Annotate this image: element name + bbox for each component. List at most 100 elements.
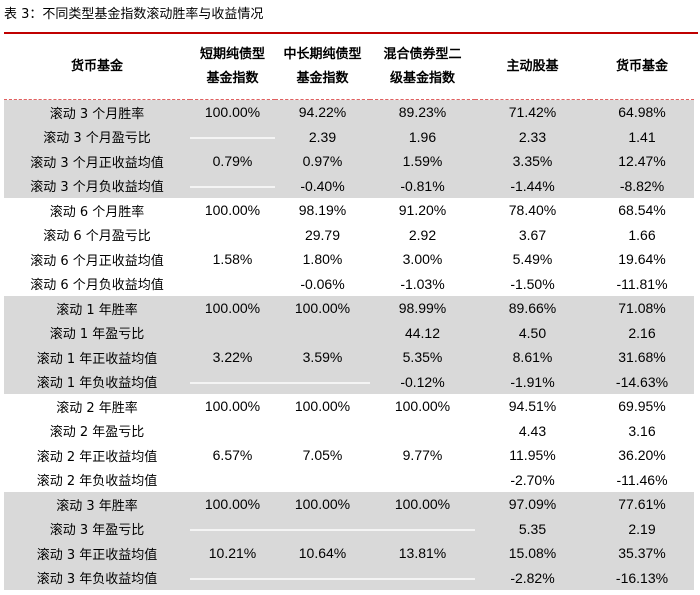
table-row: 滚动 1 年负收益均值 -0.12% -1.91% -14.63% — [4, 369, 694, 394]
table-cell: 2.39 — [275, 124, 370, 149]
table-cell: 0.79% — [190, 149, 275, 174]
table-row: 滚动 3 年正收益均值 10.21% 10.64% 13.81% 15.08% 35.37… — [4, 541, 694, 566]
table-cell: 13.81% — [370, 541, 475, 566]
table-cell: 19.64% — [618, 251, 666, 268]
table-row: 滚动 1 年正收益均值 3.22% 3.59% 5.35% 8.61% 31.68% — [4, 345, 694, 370]
header-row: 货币基金 短期纯债型基金指数 中长期纯债型基金指数 混合债券型二级基金指数 主动股基 货币… — [4, 34, 694, 100]
table-cell — [370, 468, 475, 493]
row-label: 滚动 3 个月胜率 — [4, 99, 190, 125]
table-cell: 71.42% — [475, 99, 590, 125]
table-row: 滚动 6 个月负收益均值 -0.06% -1.03% -1.50% -11.81% — [4, 272, 694, 297]
table-cell — [370, 565, 475, 590]
table-cell: 36.20% — [618, 447, 666, 464]
table-cell: 12.47% — [590, 149, 694, 174]
table-cell: 91.20% — [398, 202, 447, 219]
table-cell — [190, 468, 275, 493]
table-cell: 94.51% — [508, 398, 557, 415]
table-cell: 5.35% — [370, 345, 475, 370]
table-cell: -1.91% — [475, 369, 590, 394]
table-cell: 44.12 — [370, 320, 475, 345]
row-label: 滚动 3 个月正收益均值 — [4, 149, 190, 174]
table-row: 滚动 6 个月正收益均值 1.58% 1.80% 3.00% 5.49% 19.64% — [4, 247, 694, 272]
table-row: 滚动 1 年胜率 100.00% 100.00% 98.99% 89.66% 71.08% — [4, 296, 694, 321]
table-cell: -8.82% — [590, 173, 694, 198]
table-cell: 7.05% — [302, 447, 343, 464]
table-cell: 100.00% — [370, 492, 475, 517]
row-label: 滚动 3 年盈亏比 — [4, 516, 190, 541]
table-cell: 2.33 — [475, 124, 590, 149]
table-cell — [190, 320, 275, 345]
table-row: 滚动 3 年负收益均值 -2.82% -16.13% — [4, 565, 694, 590]
row-label: 滚动 6 个月胜率 — [49, 204, 145, 220]
table-row: 滚动 2 年胜率 100.00% 100.00% 100.00% 94.51% 69.95… — [4, 394, 694, 419]
table-cell: -1.50% — [510, 275, 555, 292]
row-label: 滚动 1 年盈亏比 — [4, 320, 190, 345]
table-cell: -0.40% — [275, 173, 370, 198]
table-cell: 4.43 — [518, 422, 547, 439]
table-cell: 100.00% — [204, 398, 261, 415]
table-title: 表 3：不同类型基金指数滚动胜率与收益情况 — [4, 7, 264, 22]
table-row: 滚动 6 个月盈亏比 29.79 2.92 3.67 1.66 — [4, 223, 694, 248]
table-row: 滚动 2 年负收益均值 -2.70% -11.46% — [4, 468, 694, 493]
table-row: 滚动 3 个月负收益均值 -0.40% -0.81% -1.44% -8.82% — [4, 173, 694, 198]
row-label: 滚动 3 年胜率 — [4, 492, 190, 517]
table-cell — [190, 124, 275, 149]
title-divider — [4, 32, 698, 34]
table-cell: 3.16 — [628, 422, 656, 439]
table-cell: 2.92 — [408, 226, 437, 243]
table-cell — [275, 516, 370, 541]
table-cell: -1.03% — [400, 275, 445, 292]
table-row: 滚动 3 个月盈亏比 2.39 1.96 2.33 1.41 — [4, 124, 694, 149]
row-label: 滚动 2 年负收益均值 — [36, 474, 158, 490]
row-label: 滚动 1 年胜率 — [4, 296, 190, 321]
table-cell: 3.22% — [190, 345, 275, 370]
row-label: 滚动 3 个月盈亏比 — [4, 124, 190, 149]
table-cell: 100.00% — [275, 492, 370, 517]
table-cell: 29.79 — [304, 226, 341, 243]
table-cell — [275, 468, 370, 493]
table-cell: 100.00% — [204, 202, 261, 219]
table-cell: 89.23% — [370, 99, 475, 125]
table-cell: 8.61% — [475, 345, 590, 370]
table-row: 滚动 6 个月胜率 100.00% 98.19% 91.20% 78.40% 68.54% — [4, 198, 694, 223]
table-row: 滚动 3 年胜率 100.00% 100.00% 100.00% 97.09% 77.61… — [4, 492, 694, 517]
table-cell: 3.59% — [275, 345, 370, 370]
column-header: 主动股基 — [475, 34, 590, 100]
row-label: 滚动 1 年负收益均值 — [4, 369, 190, 394]
table-cell: 100.00% — [190, 99, 275, 125]
column-header: 货币基金 — [590, 34, 694, 100]
table-cell — [275, 419, 370, 444]
table-cell: 100.00% — [275, 296, 370, 321]
column-header: 短期纯债型基金指数 — [190, 34, 275, 100]
fund-index-table: 货币基金 短期纯债型基金指数 中长期纯债型基金指数 混合债券型二级基金指数 主动股基 货币… — [4, 34, 694, 590]
table-cell: 10.64% — [275, 541, 370, 566]
table-row: 滚动 3 个月正收益均值 0.79% 0.97% 1.59% 3.35% 12.47% — [4, 149, 694, 174]
table-cell: 6.57% — [212, 447, 253, 464]
row-label: 滚动 6 个月负收益均值 — [30, 278, 164, 294]
table-row: 滚动 3 年盈亏比 5.35 2.19 — [4, 516, 694, 541]
table-cell: 1.41 — [590, 124, 694, 149]
table-cell: 1.58% — [212, 251, 253, 268]
table-cell: 97.09% — [475, 492, 590, 517]
row-label: 滚动 6 个月正收益均值 — [30, 253, 164, 269]
table-cell: 0.97% — [275, 149, 370, 174]
table-cell: 35.37% — [590, 541, 694, 566]
table-cell: 5.49% — [512, 251, 553, 268]
table-cell — [190, 565, 275, 590]
table-cell: 64.98% — [590, 99, 694, 125]
table-cell: 31.68% — [590, 345, 694, 370]
table-row: 滚动 3 个月胜率 100.00% 94.22% 89.23% 71.42% 64.98% — [4, 99, 694, 125]
table-cell: -16.13% — [590, 565, 694, 590]
column-header: 中长期纯债型基金指数 — [275, 34, 370, 100]
row-label: 滚动 3 年正收益均值 — [4, 541, 190, 566]
table-cell: 15.08% — [475, 541, 590, 566]
table-cell: 89.66% — [475, 296, 590, 321]
table-cell: 5.35 — [475, 516, 590, 541]
table-cell: -0.81% — [370, 173, 475, 198]
table-cell — [370, 516, 475, 541]
table-cell: -2.82% — [475, 565, 590, 590]
table-cell: -2.70% — [510, 471, 555, 488]
table-cell: 69.95% — [618, 398, 666, 415]
table-cell — [190, 369, 275, 394]
table-cell: 100.00% — [294, 398, 351, 415]
